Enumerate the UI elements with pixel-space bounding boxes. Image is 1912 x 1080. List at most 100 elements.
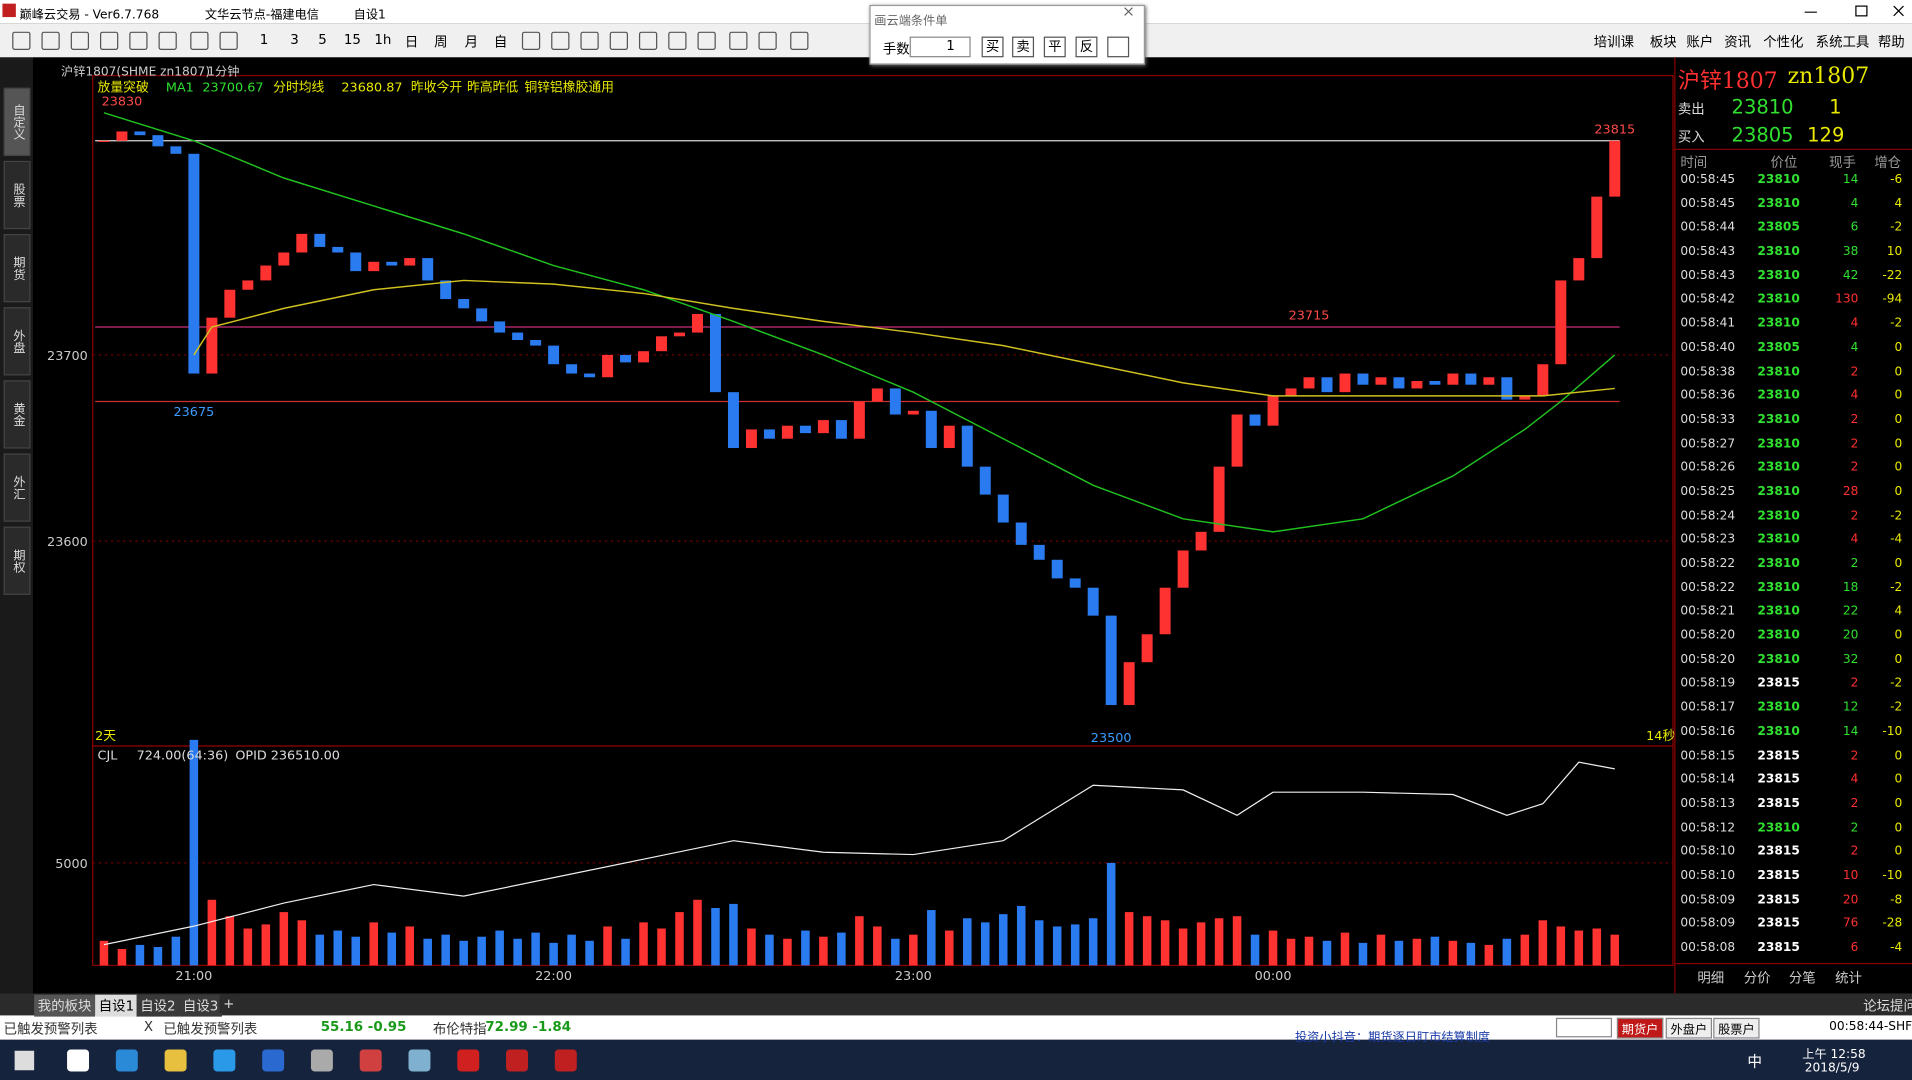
tool-icon[interactable] xyxy=(190,31,209,50)
panel-tab[interactable]: 分价 xyxy=(1743,970,1771,987)
tool-icon[interactable] xyxy=(580,31,599,50)
trade-price: 23810 xyxy=(1757,509,1800,523)
search-box[interactable] xyxy=(1555,1017,1613,1038)
alert-list[interactable]: 已触发预警列表 xyxy=(163,1021,258,1038)
tray-time: 上午 12:58 xyxy=(1802,1048,1866,1062)
tool-icon[interactable] xyxy=(609,31,628,50)
candle xyxy=(1321,377,1333,393)
trade-price: 23810 xyxy=(1757,269,1800,283)
tool-icon[interactable] xyxy=(41,31,60,50)
period-button[interactable]: 日 xyxy=(404,34,419,50)
account-button[interactable]: 期货户 xyxy=(1616,1017,1664,1039)
taskbar-app[interactable] xyxy=(67,1049,90,1072)
menu-item[interactable]: 帮助 xyxy=(1877,34,1905,50)
sidebar-tab[interactable]: 黄金 xyxy=(3,380,31,449)
ask-price: 23810 xyxy=(1731,95,1794,119)
candle xyxy=(260,265,272,281)
taskbar-app[interactable] xyxy=(457,1049,480,1072)
volume-bar xyxy=(711,908,720,966)
order-button[interactable]: 买 xyxy=(981,36,1004,58)
layout-tab[interactable]: + xyxy=(219,994,239,1013)
taskbar-app[interactable] xyxy=(115,1049,138,1072)
trade-volume: 38 xyxy=(1842,245,1859,259)
account-button[interactable]: 股票户 xyxy=(1713,1017,1760,1039)
menu-item[interactable]: 板块 xyxy=(1649,34,1677,50)
tool-icon[interactable] xyxy=(521,31,541,50)
period-button[interactable]: 15 xyxy=(343,31,361,48)
draw-button[interactable] xyxy=(1107,36,1130,58)
tool-icon[interactable] xyxy=(668,31,687,50)
tool-icon[interactable] xyxy=(99,31,119,50)
news[interactable]: 投资小抖音：期货逐日盯市结算制度 xyxy=(1294,1031,1491,1045)
tool-icon[interactable] xyxy=(12,31,31,50)
volume-bar xyxy=(171,936,181,966)
volume-bar xyxy=(945,930,954,966)
taskbar-app[interactable] xyxy=(359,1049,382,1072)
window-controls[interactable] xyxy=(1793,0,1912,23)
candle xyxy=(584,373,596,378)
menu-item[interactable]: 资讯 xyxy=(1724,34,1752,50)
tool-icon[interactable] xyxy=(729,31,748,50)
sidebar-tab[interactable]: 外汇 xyxy=(3,453,31,522)
layout-tab[interactable]: 自设3 xyxy=(179,994,222,1017)
ime[interactable]: 中 xyxy=(1747,1053,1763,1071)
qty-input[interactable]: 1 xyxy=(909,36,971,58)
trade-time: 00:58:41 xyxy=(1680,317,1736,331)
candle xyxy=(1573,258,1585,281)
tool-icon[interactable] xyxy=(697,31,716,50)
trade-volume: 6 xyxy=(1850,941,1859,955)
taskbar-app[interactable] xyxy=(408,1049,431,1072)
panel-tab[interactable]: 明细 xyxy=(1697,970,1725,987)
taskbar-app[interactable] xyxy=(213,1049,236,1072)
taskbar-app[interactable] xyxy=(262,1049,285,1072)
tool-icon[interactable] xyxy=(219,31,238,50)
tool-icon[interactable] xyxy=(129,31,148,50)
chart-period[interactable]: 1分钟 xyxy=(207,65,240,80)
sidebar-tab[interactable]: 期货 xyxy=(3,234,31,303)
period-button[interactable]: 自 xyxy=(493,34,508,50)
tool-icon[interactable] xyxy=(758,31,777,50)
order-button[interactable]: 平 xyxy=(1043,36,1066,58)
forum-link[interactable]: 论坛提问 xyxy=(1863,998,1912,1015)
ask-label: 卖出 xyxy=(1677,101,1705,118)
taskbar-app[interactable] xyxy=(164,1049,187,1072)
tool-icon[interactable] xyxy=(638,31,658,50)
order-button[interactable]: 反 xyxy=(1075,36,1098,58)
trade-oi: -2 xyxy=(1890,221,1903,235)
tool-icon[interactable] xyxy=(70,31,90,50)
panel-tab[interactable]: 统计 xyxy=(1835,970,1863,987)
sidebar-tab[interactable]: 期权 xyxy=(3,526,31,595)
tool-icon[interactable] xyxy=(551,31,570,50)
period-button[interactable]: 5 xyxy=(318,31,327,48)
trade-oi: -94 xyxy=(1882,293,1903,307)
period-button[interactable]: 周 xyxy=(434,34,448,50)
tool-icon[interactable] xyxy=(158,31,177,50)
sidebar-tab[interactable]: 外盘 xyxy=(3,307,31,376)
alert-list[interactable]: 已触发预警列表 xyxy=(3,1021,98,1038)
period-button[interactable]: 1 xyxy=(259,31,269,48)
period-button[interactable]: 3 xyxy=(290,31,299,48)
legend-item: 23700.67 xyxy=(202,80,263,95)
period-button[interactable]: 1h xyxy=(374,31,392,48)
trade-oi: 0 xyxy=(1894,341,1903,355)
layout-tab[interactable]: 自设1 xyxy=(95,994,138,1017)
menu-item[interactable]: 培训课 xyxy=(1593,34,1634,50)
menu-item[interactable]: 系统工具 xyxy=(1815,34,1870,50)
sidebar-tab[interactable]: 自定义 xyxy=(3,87,31,157)
alert-close[interactable]: X xyxy=(143,1019,154,1035)
taskbar-app[interactable] xyxy=(554,1049,577,1072)
account-button[interactable]: 外盘户 xyxy=(1665,1017,1713,1039)
sidebar-tab[interactable]: 股票 xyxy=(3,160,31,230)
taskbar-app[interactable] xyxy=(310,1049,333,1072)
menu-item[interactable]: 账户 xyxy=(1686,34,1714,50)
period-button[interactable]: 月 xyxy=(464,34,479,50)
layout-tab[interactable]: 自设2 xyxy=(136,994,180,1017)
taskbar-app[interactable] xyxy=(506,1049,528,1072)
start-button[interactable] xyxy=(14,1050,35,1071)
panel-tab[interactable]: 分笔 xyxy=(1788,970,1816,987)
trade-time: 00:58:22 xyxy=(1680,581,1736,595)
menu-item[interactable]: 个性化 xyxy=(1763,34,1804,50)
tool-icon[interactable] xyxy=(790,31,809,50)
layout-tab[interactable]: 我的板块 xyxy=(34,994,96,1017)
order-button[interactable]: 卖 xyxy=(1012,36,1035,58)
